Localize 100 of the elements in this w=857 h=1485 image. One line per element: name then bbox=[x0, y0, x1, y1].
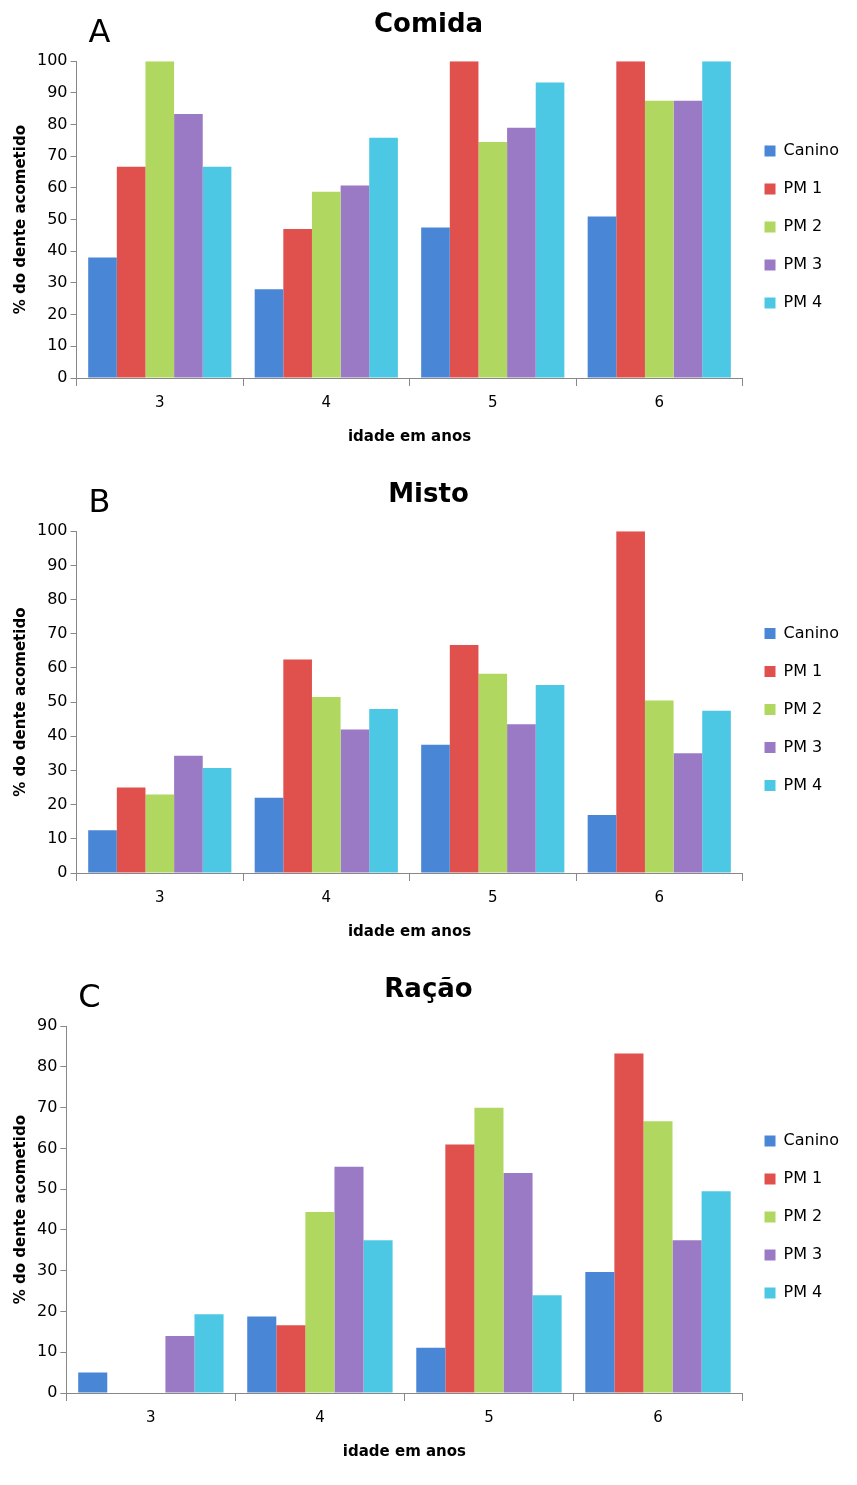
bar bbox=[145, 794, 175, 873]
y-tick-label: 0 bbox=[57, 367, 68, 387]
bar bbox=[311, 191, 341, 378]
y-tick-label: 30 bbox=[37, 1259, 58, 1279]
bar bbox=[449, 645, 479, 873]
x-tick-label: 6 bbox=[653, 1407, 663, 1426]
bar bbox=[174, 114, 203, 378]
bar bbox=[507, 127, 536, 378]
bar bbox=[202, 768, 232, 873]
x-tick-label: 3 bbox=[155, 392, 165, 411]
bar bbox=[202, 166, 232, 378]
x-tick-label: 3 bbox=[146, 1407, 156, 1426]
y-tick-label: 80 bbox=[47, 588, 68, 608]
bar bbox=[673, 753, 703, 873]
bar bbox=[535, 82, 565, 378]
bar bbox=[340, 729, 370, 873]
legend-label: PM 1 bbox=[783, 660, 823, 680]
x-axis-title: idade em anos bbox=[347, 921, 472, 940]
bar bbox=[644, 100, 674, 378]
chart-title: Misto bbox=[388, 478, 469, 509]
bar bbox=[503, 1172, 533, 1393]
bar bbox=[478, 141, 508, 378]
legend-label: PM 2 bbox=[783, 216, 823, 236]
legend-label: PM 3 bbox=[783, 1244, 823, 1264]
bar bbox=[449, 61, 479, 378]
bar bbox=[363, 1240, 393, 1393]
legend-label: PM 1 bbox=[783, 1168, 823, 1188]
y-tick-label: 30 bbox=[47, 272, 68, 292]
legend-label: PM 3 bbox=[783, 736, 823, 756]
y-tick-label: 90 bbox=[47, 554, 68, 574]
bar bbox=[254, 289, 284, 378]
x-tick-label: 4 bbox=[315, 1407, 325, 1426]
y-tick-label: 90 bbox=[37, 1015, 58, 1035]
y-tick-label: 70 bbox=[37, 1096, 58, 1116]
bar bbox=[283, 659, 312, 873]
bar bbox=[174, 755, 203, 873]
x-axis-title: idade em anos bbox=[342, 1441, 467, 1460]
y-tick-label: 100 bbox=[36, 520, 68, 540]
y-tick-label: 70 bbox=[47, 145, 68, 165]
bar bbox=[701, 1191, 731, 1393]
bar bbox=[165, 1335, 195, 1393]
bar bbox=[445, 1144, 475, 1393]
y-tick-label: 20 bbox=[37, 1300, 58, 1320]
text: C bbox=[78, 977, 101, 1016]
legend-label: Canino bbox=[783, 1130, 840, 1150]
legend-label: PM 4 bbox=[783, 1282, 823, 1302]
bar bbox=[340, 185, 370, 378]
chart-title: Comida bbox=[373, 8, 484, 39]
y-tick-label: 60 bbox=[37, 1137, 58, 1157]
x-tick-label: 4 bbox=[321, 887, 332, 906]
bar bbox=[702, 710, 731, 873]
y-tick-label: 50 bbox=[47, 208, 68, 228]
x-tick-label: 5 bbox=[488, 887, 498, 906]
y-tick-label: 30 bbox=[47, 759, 68, 779]
legend-label: PM 1 bbox=[783, 178, 823, 198]
y-tick-label: 60 bbox=[47, 177, 68, 197]
y-tick-label: 100 bbox=[36, 50, 68, 70]
bar bbox=[369, 708, 398, 873]
y-axis-title: % do dente acometido bbox=[10, 125, 29, 315]
y-tick-label: 60 bbox=[47, 657, 68, 677]
bar bbox=[535, 685, 565, 873]
bar bbox=[474, 1107, 504, 1393]
legend-label: PM 4 bbox=[783, 292, 823, 312]
bar bbox=[532, 1295, 562, 1393]
bar bbox=[616, 61, 645, 378]
y-tick-label: 50 bbox=[47, 691, 68, 711]
x-axis-title: idade em anos bbox=[347, 426, 472, 445]
legend-label: PM 3 bbox=[783, 254, 823, 274]
bar bbox=[421, 227, 450, 378]
y-tick-label: 40 bbox=[37, 1219, 58, 1239]
legend-label: PM 2 bbox=[783, 698, 823, 718]
bar bbox=[672, 1240, 702, 1393]
y-tick-label: 20 bbox=[47, 303, 68, 323]
bar bbox=[614, 1053, 644, 1393]
bar bbox=[369, 137, 398, 378]
x-tick-label: 5 bbox=[484, 1407, 494, 1426]
bar bbox=[116, 166, 146, 378]
bar bbox=[421, 744, 450, 873]
y-axis-title: % do dente acometido bbox=[10, 1115, 29, 1305]
bar bbox=[587, 216, 617, 378]
bar bbox=[145, 61, 175, 378]
y-tick-label: 40 bbox=[47, 725, 68, 745]
bar bbox=[643, 1121, 673, 1393]
y-tick-label: 50 bbox=[37, 1178, 58, 1198]
bar bbox=[276, 1325, 306, 1393]
bar bbox=[478, 673, 508, 873]
bar bbox=[88, 257, 117, 378]
y-tick-label: 80 bbox=[47, 113, 68, 133]
bar bbox=[88, 830, 117, 873]
bar bbox=[644, 700, 674, 873]
bar bbox=[416, 1347, 446, 1393]
y-tick-label: 20 bbox=[47, 793, 68, 813]
bar bbox=[194, 1314, 224, 1393]
y-tick-label: 80 bbox=[37, 1056, 58, 1076]
x-tick-label: 4 bbox=[321, 392, 332, 411]
y-tick-label: 10 bbox=[37, 1341, 58, 1361]
x-tick-label: 5 bbox=[488, 392, 498, 411]
legend-label: Canino bbox=[783, 622, 840, 642]
y-tick-label: 0 bbox=[47, 1382, 58, 1402]
x-tick-label: 6 bbox=[654, 392, 665, 411]
